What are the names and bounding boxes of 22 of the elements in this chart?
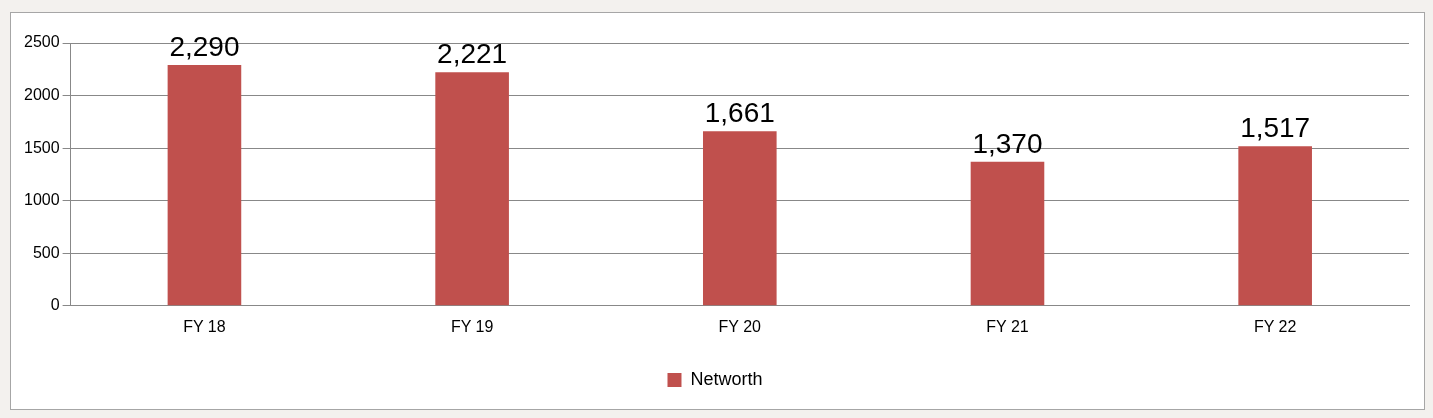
bar [970,161,1045,306]
data-label: 1,517 [1240,112,1311,144]
y-tick-label: 2000 [24,85,60,103]
bar [167,65,242,306]
bar [702,131,777,306]
x-tick-label: FY 19 [450,317,494,335]
x-tick-label: FY 20 [718,317,762,335]
y-tick-label: 500 [32,243,60,261]
y-tick-label: 2500 [24,33,60,51]
x-tick-label: FY 18 [183,317,226,335]
legend-label: Networth [690,368,763,389]
data-label: 1,661 [704,96,775,128]
y-tick-label: 1000 [24,191,60,209]
data-label: 1,370 [972,127,1043,159]
data-label: 2,290 [169,30,240,62]
y-tick-label: 0 [50,296,60,314]
x-tick-label: FY 22 [1253,317,1297,335]
x-tick-label: FY 21 [986,317,1029,335]
bar [1238,146,1312,306]
data-label: 2,221 [437,38,508,70]
bar [435,72,509,306]
y-tick-label: 1500 [24,138,60,156]
